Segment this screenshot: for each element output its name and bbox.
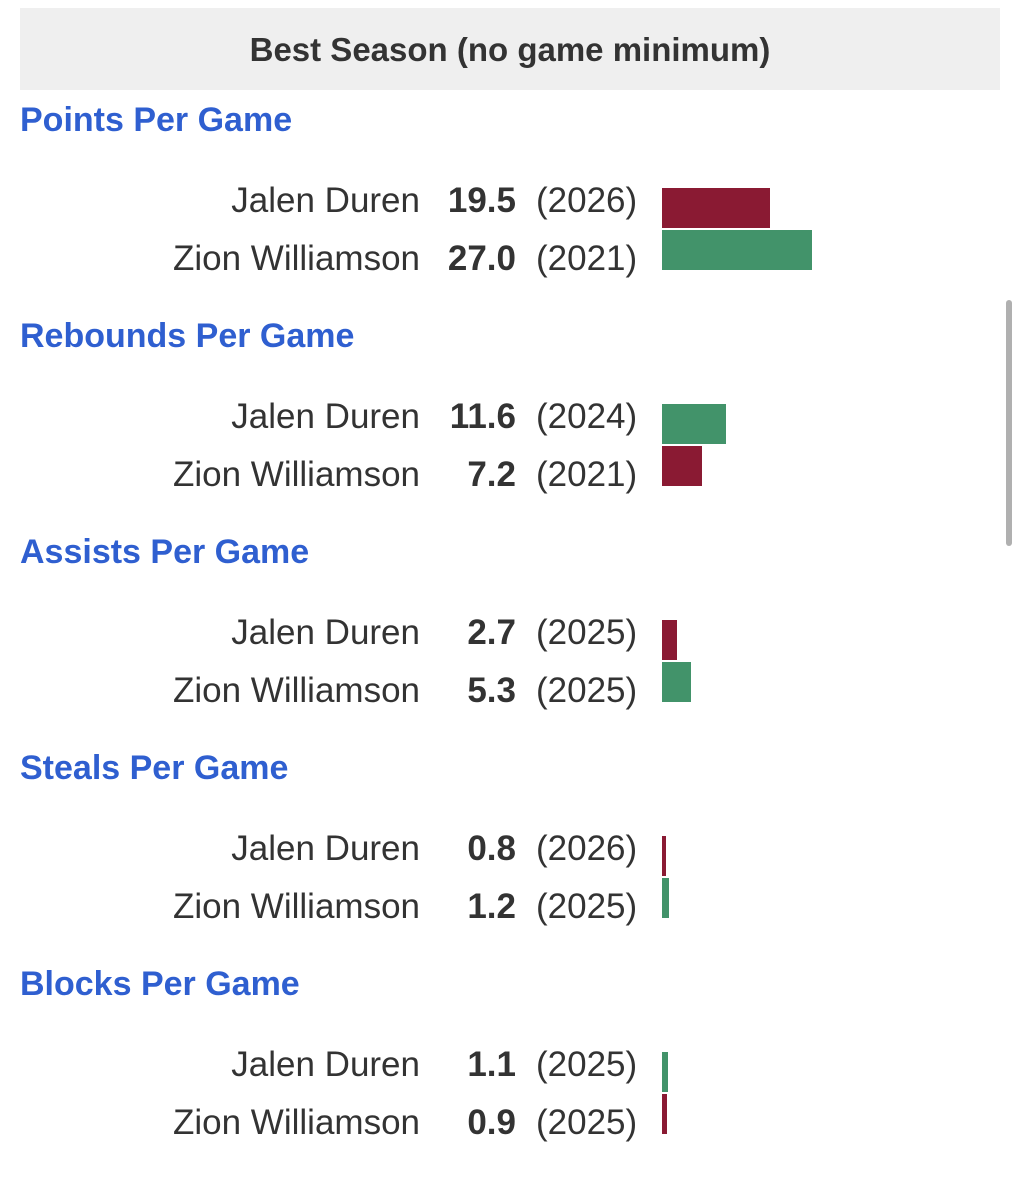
stat-value: 1.2 [467, 887, 516, 926]
stat-bar [662, 1052, 669, 1092]
player-name: Jalen Duren [231, 397, 420, 436]
section-title: Blocks Per Game [20, 965, 300, 1003]
season-year: (2026) [536, 829, 638, 868]
season-year: (2025) [536, 613, 638, 652]
stat-bar [662, 1094, 667, 1134]
stat-value: 2.7 [467, 613, 516, 652]
stat-value: 0.8 [467, 829, 516, 868]
player-name: Jalen Duren [231, 613, 420, 652]
season-year: (2026) [536, 181, 638, 220]
stat-value: 27.0 [447, 239, 516, 278]
player-name: Jalen Duren [231, 829, 420, 868]
stat-value: 19.5 [447, 181, 516, 220]
player-name: Zion Williamson [173, 671, 420, 710]
season-year: (2025) [536, 1045, 638, 1084]
stat-value: 11.6 [449, 397, 516, 436]
section-title: Rebounds Per Game [20, 317, 355, 355]
header-title: Best Season (no game minimum) [20, 8, 1000, 90]
player-name: Zion Williamson [173, 239, 420, 278]
scrollbar[interactable] [1006, 300, 1012, 546]
stat-bar [662, 188, 771, 228]
season-year: (2021) [536, 239, 638, 278]
section-title: Points Per Game [20, 101, 293, 139]
player-name: Jalen Duren [231, 181, 420, 220]
stat-bar [662, 404, 727, 444]
stat-bar [662, 446, 703, 486]
section-title: Steals Per Game [20, 749, 289, 787]
player-name: Jalen Duren [231, 1045, 420, 1084]
stat-bar [662, 836, 667, 876]
player-name: Zion Williamson [173, 1103, 420, 1142]
section-title: Assists Per Game [20, 533, 310, 571]
season-year: (2024) [536, 397, 638, 436]
stat-bar [662, 878, 669, 918]
stat-bar [662, 230, 813, 270]
player-name: Zion Williamson [173, 887, 420, 926]
stat-value: 1.1 [467, 1045, 516, 1084]
stat-bar [662, 662, 692, 702]
season-year: (2025) [536, 1103, 638, 1142]
stat-bar [662, 620, 677, 660]
player-name: Zion Williamson [173, 455, 420, 494]
season-year: (2021) [536, 455, 638, 494]
stat-value: 7.2 [467, 455, 516, 494]
stat-value: 0.9 [467, 1103, 516, 1142]
season-year: (2025) [536, 887, 638, 926]
stat-value: 5.3 [467, 671, 516, 710]
season-year: (2025) [536, 671, 638, 710]
